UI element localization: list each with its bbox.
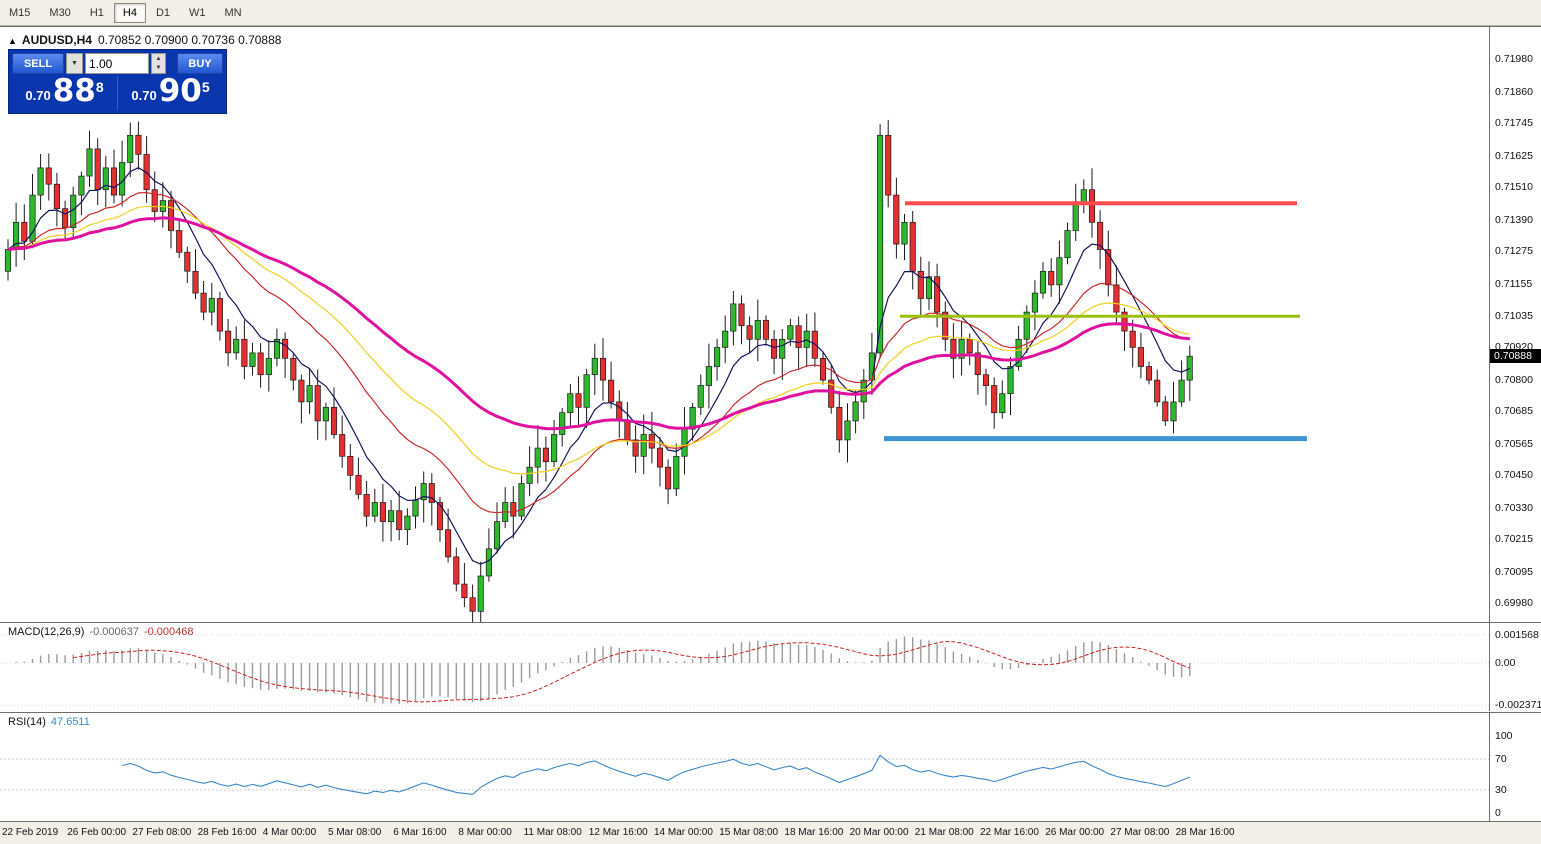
price-axis-label: 0.70330 — [1495, 501, 1533, 514]
time-axis-label: 26 Mar 00:00 — [1045, 827, 1105, 838]
time-axis[interactable]: 22 Feb 2019 26 Feb 00:00 27 Feb 08:00 28 Fe… — [0, 822, 1541, 844]
sell-button[interactable]: SELL — [12, 53, 64, 74]
time-axis-label: 27 Mar 08:00 — [1110, 827, 1170, 838]
buy-price-display[interactable]: 0.70 90 5 — [118, 76, 223, 110]
price-divider — [117, 76, 118, 110]
time-axis-label: 26 Feb 00:00 — [67, 827, 127, 838]
rsi-axis-label: 70 — [1495, 753, 1507, 765]
sell-price-prefix: 0.70 — [25, 87, 51, 103]
timeframe-toolbar: M15 M30 H1 H4 D1 W1 MN — [0, 0, 1541, 26]
price-axis-label: 0.71035 — [1495, 310, 1533, 323]
macd-label: MACD(12,26,9) -0.000637 -0.000468 — [8, 626, 194, 638]
time-axis-label: 18 Mar 16:00 — [784, 827, 844, 838]
rsi-panel-separator[interactable] — [0, 712, 1541, 713]
macd-signal-value: -0.000468 — [143, 626, 194, 638]
macd-axis-label: 0.00 — [1495, 657, 1516, 669]
time-axis-label: 28 Feb 16:00 — [197, 827, 257, 838]
time-axis-label: 27 Feb 08:00 — [132, 827, 192, 838]
time-axis-label: 14 Mar 00:00 — [654, 827, 713, 838]
one-click-trading-panel: SELL ▼ ▲ ▼ BUY 0.70 88 8 0.70 90 5 — [8, 49, 227, 114]
time-axis-label: 22 Feb 2019 — [2, 827, 59, 838]
tf-h1-button[interactable]: H1 — [81, 3, 113, 23]
time-axis-label: 6 Mar 16:00 — [393, 827, 447, 838]
macd-axis-label: 0.001568 — [1495, 628, 1539, 641]
time-axis-label: 15 Mar 08:00 — [719, 827, 779, 838]
price-axis-label: 0.70800 — [1495, 374, 1533, 387]
price-axis[interactable]: 0.70888 0.71980 0.71860 0.71745 0.71625 0.71… — [1489, 27, 1541, 622]
time-axis-label: 21 Mar 08:00 — [914, 827, 974, 838]
time-axis-label: 12 Mar 16:00 — [588, 827, 648, 838]
time-axis-label: 20 Mar 00:00 — [849, 827, 909, 838]
toolbar-separator — [0, 26, 1541, 27]
buy-button[interactable]: BUY — [177, 53, 223, 74]
price-axis-label: 0.70215 — [1495, 533, 1533, 546]
tf-m30-button[interactable]: M30 — [40, 3, 79, 23]
price-axis-label: 0.71510 — [1495, 180, 1533, 193]
rsi-chart-canvas[interactable] — [0, 713, 1489, 821]
tf-h4-button[interactable]: H4 — [113, 2, 146, 23]
tf-mn-button[interactable]: MN — [216, 3, 251, 23]
buy-price-big: 90 — [158, 73, 202, 109]
buy-price-sup: 5 — [201, 79, 210, 95]
buy-price-prefix: 0.70 — [131, 87, 157, 103]
price-axis-label: 0.70450 — [1495, 469, 1533, 482]
time-axis-label: 4 Mar 00:00 — [262, 827, 317, 838]
time-axis-label: 11 Mar 08:00 — [523, 827, 582, 838]
price-axis-label: 0.71155 — [1495, 277, 1533, 290]
rsi-axis-label: 30 — [1495, 784, 1507, 796]
spinner-down-icon: ▼ — [155, 65, 162, 72]
symbol-period-label: AUDUSD,H4 — [21, 33, 92, 47]
time-axis-label: 22 Mar 16:00 — [980, 827, 1039, 838]
sell-price-sup: 8 — [95, 79, 104, 95]
chart-title: ▲ AUDUSD,H4 0.70852 0.70900 0.70736 0.7088… — [8, 33, 281, 47]
time-axis-separator — [0, 821, 1541, 822]
price-axis-label: 0.71860 — [1495, 85, 1533, 98]
tf-w1-button[interactable]: W1 — [180, 3, 215, 23]
price-axis-label: 0.71625 — [1495, 149, 1533, 162]
spinner-up-icon: ▲ — [155, 55, 162, 62]
rsi-axis[interactable]: 100 70 30 0 — [1489, 713, 1541, 821]
tf-d1-button[interactable]: D1 — [147, 3, 179, 23]
price-axis-label: 0.71980 — [1495, 53, 1533, 66]
rsi-name: RSI(14) — [8, 716, 46, 728]
macd-panel-separator[interactable] — [0, 622, 1541, 623]
sell-price-display[interactable]: 0.70 88 8 — [12, 76, 117, 110]
sell-price-big: 88 — [52, 73, 96, 109]
time-axis-label: 28 Mar 16:00 — [1175, 827, 1235, 838]
price-axis-label: 0.71275 — [1495, 244, 1533, 257]
tf-m15-button[interactable]: M15 — [0, 3, 39, 23]
macd-name: MACD(12,26,9) — [8, 626, 85, 638]
price-axis-label: 0.69980 — [1495, 597, 1533, 610]
rsi-axis-label: 0 — [1495, 807, 1501, 820]
rsi-value: 47.6511 — [50, 716, 90, 728]
ohlc-values: 0.70852 0.70900 0.70736 0.70888 — [97, 33, 282, 47]
chevron-down-icon: ▼ — [71, 60, 78, 67]
main-chart-canvas[interactable] — [0, 27, 1489, 622]
macd-main-value: -0.000637 — [89, 626, 139, 638]
price-axis-label: 0.70095 — [1495, 565, 1533, 578]
one-click-collapse-arrow[interactable]: ▲ — [8, 36, 17, 46]
price-axis-label: 0.70565 — [1495, 438, 1533, 451]
current-price-badge: 0.70888 — [1490, 349, 1541, 364]
rsi-panel: RSI(14) 47.6511 — [0, 713, 1489, 821]
price-axis-label: 0.70685 — [1495, 405, 1533, 418]
macd-axis-label: -0.002371 — [1495, 699, 1541, 712]
macd-axis[interactable]: 0.001568 0.00 -0.002371 — [1489, 623, 1541, 711]
rsi-label: RSI(14) 47.6511 — [8, 716, 90, 728]
macd-panel: MACD(12,26,9) -0.000637 -0.000468 — [0, 623, 1489, 711]
volume-stepper[interactable]: ▲ ▼ — [151, 53, 166, 74]
volume-dropdown-button[interactable]: ▼ — [66, 53, 83, 74]
volume-input[interactable] — [85, 53, 149, 74]
price-axis-label: 0.71745 — [1495, 117, 1533, 130]
price-axis-label: 0.71390 — [1495, 213, 1533, 226]
time-axis-label: 5 Mar 08:00 — [328, 827, 382, 838]
time-axis-label: 8 Mar 00:00 — [458, 827, 512, 838]
macd-chart-canvas[interactable] — [0, 623, 1489, 711]
rsi-axis-label: 100 — [1495, 729, 1513, 742]
price-chart-panel: ▲ AUDUSD,H4 0.70852 0.70900 0.70736 0.7088… — [0, 27, 1489, 622]
